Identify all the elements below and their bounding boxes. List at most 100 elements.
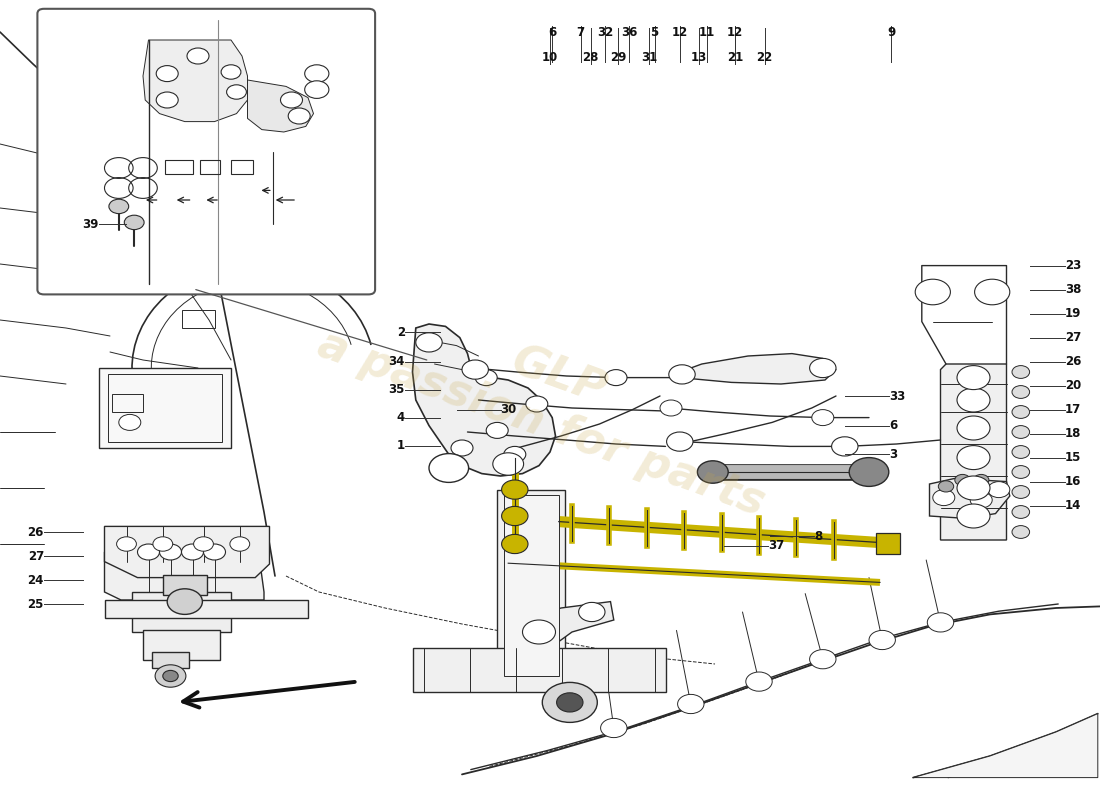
Polygon shape <box>248 80 314 132</box>
Circle shape <box>974 474 989 486</box>
Circle shape <box>542 682 597 722</box>
Circle shape <box>988 482 1010 498</box>
Bar <box>99 368 231 448</box>
Text: 27: 27 <box>1065 331 1081 344</box>
Circle shape <box>1012 406 1030 418</box>
Circle shape <box>669 365 695 384</box>
Text: 12: 12 <box>727 26 742 38</box>
Circle shape <box>194 537 213 551</box>
Text: 19: 19 <box>1065 307 1081 320</box>
Circle shape <box>502 506 528 526</box>
Bar <box>182 310 214 328</box>
Bar <box>143 630 220 660</box>
Circle shape <box>678 694 704 714</box>
Circle shape <box>429 454 469 482</box>
Circle shape <box>955 474 970 486</box>
Circle shape <box>124 215 144 230</box>
Text: 24: 24 <box>28 574 44 586</box>
Text: 10: 10 <box>542 51 558 64</box>
Text: 36: 36 <box>621 26 637 38</box>
Circle shape <box>810 358 836 378</box>
Circle shape <box>933 490 955 506</box>
Bar <box>165 160 192 174</box>
Bar <box>152 652 189 668</box>
Text: 22: 22 <box>757 51 772 64</box>
Polygon shape <box>412 324 556 476</box>
Polygon shape <box>940 364 1006 540</box>
Text: 4: 4 <box>396 411 405 424</box>
Circle shape <box>1012 366 1030 378</box>
Circle shape <box>156 66 178 82</box>
Circle shape <box>156 92 178 108</box>
Circle shape <box>957 416 990 440</box>
Circle shape <box>660 400 682 416</box>
Text: 30: 30 <box>500 403 517 416</box>
Text: 35: 35 <box>388 383 405 396</box>
Circle shape <box>204 544 226 560</box>
Bar <box>60 110 104 136</box>
Text: 18: 18 <box>1065 427 1081 440</box>
Circle shape <box>938 481 954 492</box>
Text: 3: 3 <box>889 448 896 461</box>
Text: 9: 9 <box>887 26 895 38</box>
Text: 1: 1 <box>397 439 405 452</box>
Text: 29: 29 <box>610 51 626 64</box>
Polygon shape <box>913 714 1098 778</box>
Text: 38: 38 <box>1065 283 1081 296</box>
Circle shape <box>305 65 329 82</box>
Circle shape <box>163 670 178 682</box>
Circle shape <box>746 672 772 691</box>
Polygon shape <box>515 602 614 658</box>
Circle shape <box>475 370 497 386</box>
Circle shape <box>230 537 250 551</box>
Text: 7: 7 <box>576 26 585 38</box>
Text: 28: 28 <box>583 51 598 64</box>
Text: 15: 15 <box>1065 451 1081 464</box>
Circle shape <box>187 48 209 64</box>
Circle shape <box>1012 506 1030 518</box>
Circle shape <box>1012 466 1030 478</box>
Circle shape <box>493 453 524 475</box>
Text: 23: 23 <box>1065 259 1081 272</box>
Polygon shape <box>143 40 248 122</box>
Circle shape <box>153 537 173 551</box>
Bar <box>163 575 207 595</box>
Bar <box>876 533 900 554</box>
Circle shape <box>957 446 990 470</box>
Circle shape <box>812 410 834 426</box>
Circle shape <box>601 718 627 738</box>
Text: 11: 11 <box>700 26 715 38</box>
Polygon shape <box>104 600 308 618</box>
Text: 5: 5 <box>650 26 659 38</box>
Circle shape <box>975 279 1010 305</box>
Bar <box>108 374 222 442</box>
Circle shape <box>160 544 182 560</box>
Bar <box>60 178 104 204</box>
Text: 33: 33 <box>889 390 905 402</box>
Circle shape <box>117 537 136 551</box>
Text: 39: 39 <box>82 218 99 230</box>
Text: 14: 14 <box>1065 499 1081 512</box>
Circle shape <box>504 446 526 462</box>
Text: 26: 26 <box>1065 355 1081 368</box>
Circle shape <box>557 693 583 712</box>
Circle shape <box>416 333 442 352</box>
Circle shape <box>1012 526 1030 538</box>
Circle shape <box>1012 446 1030 458</box>
Circle shape <box>526 396 548 412</box>
Circle shape <box>957 366 990 390</box>
Circle shape <box>119 414 141 430</box>
Polygon shape <box>104 552 264 600</box>
Circle shape <box>305 81 329 98</box>
Text: 20: 20 <box>1065 379 1081 392</box>
Text: 26: 26 <box>28 526 44 538</box>
Circle shape <box>1012 426 1030 438</box>
Circle shape <box>227 85 246 99</box>
Bar <box>112 394 143 412</box>
Circle shape <box>109 199 129 214</box>
Bar <box>412 648 666 692</box>
Circle shape <box>957 388 990 412</box>
FancyBboxPatch shape <box>37 9 375 294</box>
Bar <box>497 490 565 682</box>
Circle shape <box>970 492 992 508</box>
